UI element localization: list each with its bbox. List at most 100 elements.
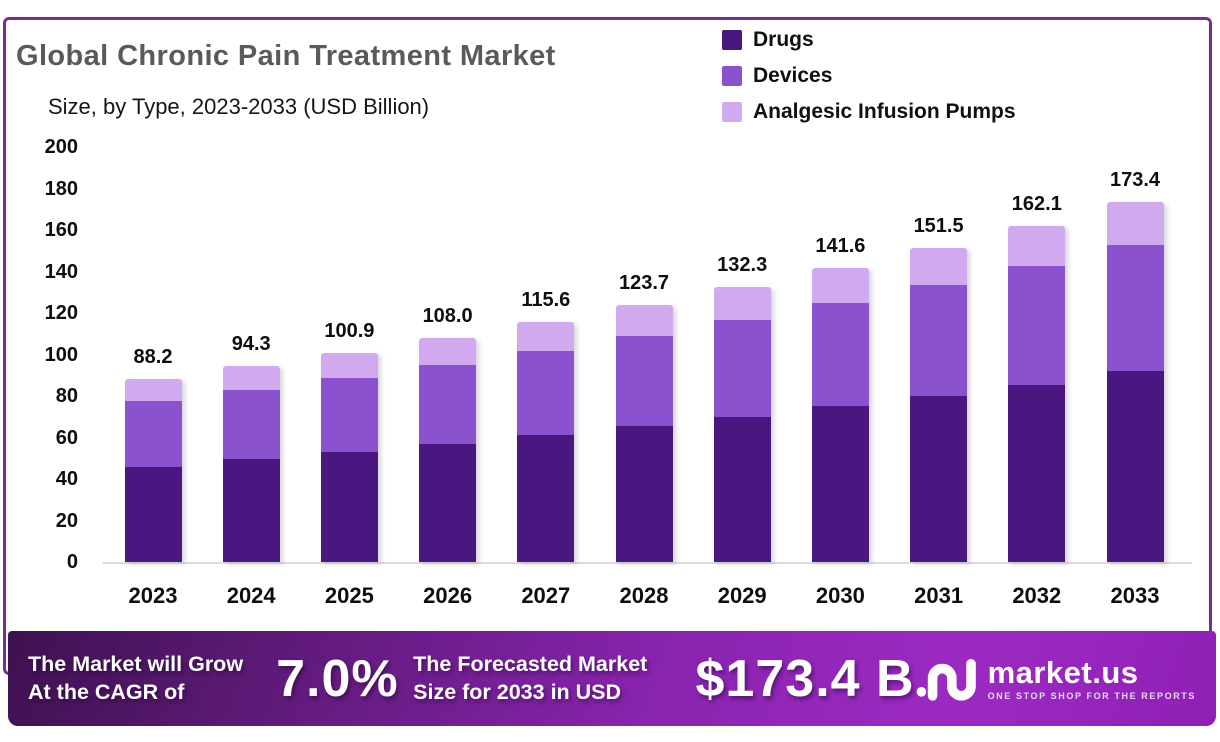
page-title: Global Chronic Pain Treatment Market xyxy=(16,40,556,72)
x-axis-tick-label: 2025 xyxy=(324,583,374,608)
x-axis-tick-label: 2026 xyxy=(423,583,473,608)
stacked-bar-2032 xyxy=(1008,225,1066,562)
bar-segment-analgesic-infusion-pumps xyxy=(124,378,182,402)
bar-segment-devices xyxy=(124,401,182,467)
bar-segment-analgesic-infusion-pumps xyxy=(222,366,280,390)
x-axis-tick-label: 2030 xyxy=(815,583,865,608)
stacked-bar-2033 xyxy=(1106,202,1164,562)
legend-label: Analgesic Infusion Pumps xyxy=(753,100,1016,123)
bar-segment-drugs xyxy=(910,395,968,562)
bar-segment-devices xyxy=(1106,244,1164,372)
brand-logo: market.us ONE STOP SHOP FOR THE REPORTS xyxy=(915,650,1196,708)
x-axis-tick-label: 2023 xyxy=(128,583,178,608)
y-axis-tick-label: 40 xyxy=(55,468,78,490)
bar-segment-analgesic-infusion-pumps xyxy=(910,247,968,285)
legend-swatch-icon xyxy=(722,66,742,86)
footer-banner: The Market will Grow At the CAGR of 7.0%… xyxy=(8,631,1216,726)
bar-segment-drugs xyxy=(713,416,771,562)
x-axis-tick-label: 2033 xyxy=(1110,583,1160,608)
cagr-caption: The Market will Grow At the CAGR of xyxy=(28,651,276,707)
y-axis-tick-label: 0 xyxy=(66,551,78,573)
bar-total-label: 141.6 xyxy=(815,235,866,258)
bar-total-label: 151.5 xyxy=(913,214,964,237)
y-axis-tick-label: 180 xyxy=(44,177,78,200)
legend-swatch-icon xyxy=(722,102,742,122)
forecast-caption: The Forecasted Market Size for 2033 in U… xyxy=(413,651,695,707)
bar-segment-devices xyxy=(517,350,575,436)
bar-segment-drugs xyxy=(517,435,575,562)
y-axis-tick-label: 140 xyxy=(44,260,78,283)
bar-segment-drugs xyxy=(811,406,869,562)
stacked-bar-2030 xyxy=(811,268,869,562)
y-axis-tick-label: 120 xyxy=(44,302,78,324)
legend-item: Analgesic Infusion Pumps xyxy=(722,100,1016,124)
bar-segment-drugs xyxy=(419,443,477,562)
stacked-bar-2031 xyxy=(910,247,968,562)
bar-segment-analgesic-infusion-pumps xyxy=(615,305,673,336)
market-us-icon xyxy=(916,658,976,701)
bar-segment-analgesic-infusion-pumps xyxy=(811,268,869,304)
bar-segment-drugs xyxy=(222,459,280,562)
bar-total-label: 100.9 xyxy=(324,319,375,342)
x-axis-tick-label: 2024 xyxy=(226,583,276,608)
stacked-bar-2027 xyxy=(517,322,575,562)
bar-segment-devices xyxy=(1008,265,1066,385)
x-axis-tick-label: 2031 xyxy=(914,583,964,608)
bar-total-label: 94.3 xyxy=(231,333,271,356)
x-axis-line xyxy=(103,562,1192,564)
bar-segment-devices xyxy=(713,320,771,417)
bar-segment-drugs xyxy=(1106,371,1164,562)
bar-segment-drugs xyxy=(1008,384,1066,562)
cagr-caption-line2: At the CAGR of xyxy=(28,679,185,704)
legend-swatch-icon xyxy=(722,30,742,50)
bar-segment-analgesic-infusion-pumps xyxy=(517,322,575,351)
bar-segment-drugs xyxy=(320,452,378,562)
cagr-value: 7.0% xyxy=(276,649,399,708)
bar-total-label: 123.7 xyxy=(618,272,670,295)
bar-total-label: 108.0 xyxy=(422,304,473,327)
bar-segment-devices xyxy=(419,364,477,444)
x-axis-tick-label: 2027 xyxy=(521,583,571,608)
bar-segment-analgesic-infusion-pumps xyxy=(419,337,477,365)
brand-tagline: ONE STOP SHOP FOR THE REPORTS xyxy=(987,690,1196,701)
y-axis-tick-label: 20 xyxy=(55,509,78,532)
bar-segment-analgesic-infusion-pumps xyxy=(1106,202,1164,245)
stacked-bar-2023 xyxy=(124,378,182,562)
y-axis-tick-label: 60 xyxy=(55,426,78,449)
bar-segment-devices xyxy=(910,284,968,396)
bar-segment-devices xyxy=(320,377,378,452)
y-axis-tick-label: 200 xyxy=(44,136,78,158)
bar-total-label: 173.4 xyxy=(1109,169,1161,192)
brand-name: market.us xyxy=(987,654,1139,690)
bar-segment-drugs xyxy=(124,466,182,562)
forecast-value: $173.4 B xyxy=(695,649,915,708)
bar-segment-devices xyxy=(811,303,869,407)
legend: Drugs Devices Analgesic Infusion Pumps xyxy=(722,28,1016,124)
bar-segment-analgesic-infusion-pumps xyxy=(320,352,378,378)
x-axis-tick-label: 2029 xyxy=(717,583,767,608)
stacked-bar-2025 xyxy=(320,352,378,562)
y-axis-tick-label: 160 xyxy=(44,219,78,241)
bar-total-label: 88.2 xyxy=(133,345,173,368)
bar-segment-drugs xyxy=(615,426,673,562)
bar-segment-analgesic-infusion-pumps xyxy=(713,287,771,321)
page-subtitle: Size, by Type, 2023-2033 (USD Billion) xyxy=(48,94,430,119)
y-axis-tick-label: 80 xyxy=(55,385,78,407)
stacked-bar-2029 xyxy=(713,287,771,562)
stacked-bar-2026 xyxy=(419,337,477,562)
bar-total-label: 115.6 xyxy=(521,289,571,312)
bar-segment-devices xyxy=(615,335,673,427)
bar-segment-analgesic-infusion-pumps xyxy=(1008,225,1066,266)
forecast-caption-line2: Size for 2033 in USD xyxy=(413,679,622,704)
y-axis-tick-label: 100 xyxy=(44,343,78,366)
stacked-bar-2024 xyxy=(222,366,280,562)
legend-label: Devices xyxy=(753,64,833,87)
forecast-caption-line1: The Forecasted Market xyxy=(413,651,648,676)
legend-item: Devices xyxy=(722,64,1016,88)
stacked-bar-2028 xyxy=(615,305,673,562)
bar-segment-devices xyxy=(222,389,280,460)
x-axis-tick-label: 2032 xyxy=(1012,583,1062,608)
x-axis-tick-label: 2028 xyxy=(619,583,669,608)
cagr-caption-line1: The Market will Grow xyxy=(28,651,244,676)
